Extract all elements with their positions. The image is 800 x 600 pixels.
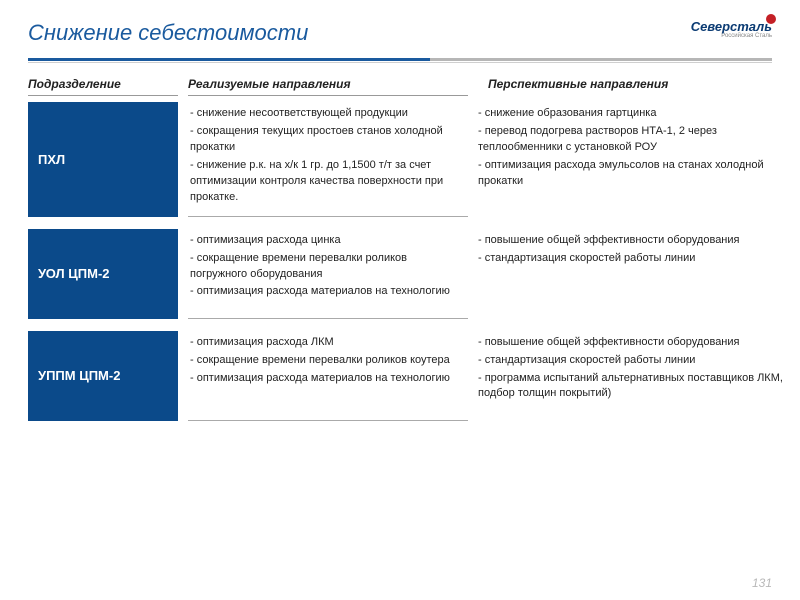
table-row: УОЛ ЦПМ-2- оптимизация расхода цинка- со… [28, 229, 786, 319]
future-directions: - повышение общей эффективности оборудов… [478, 331, 786, 421]
header-future: Перспективные направления [478, 77, 786, 96]
header-current: Реализуемые направления [188, 77, 468, 96]
brand-logo: Северсталь Российская Сталь [691, 20, 772, 39]
unit-label: УППМ ЦПМ-2 [28, 331, 178, 421]
future-directions: - снижение образования гартцинка- перево… [478, 102, 786, 217]
unit-label: УОЛ ЦПМ-2 [28, 229, 178, 319]
page-number: 131 [752, 576, 772, 590]
logo-main: Северсталь [691, 20, 772, 33]
table-row: УППМ ЦПМ-2- оптимизация расхода ЛКМ- сок… [28, 331, 786, 421]
current-directions: - снижение несоответствующей продукции- … [188, 102, 468, 217]
current-directions: - оптимизация расхода ЛКМ- сокращение вр… [188, 331, 468, 421]
future-directions: - повышение общей эффективности оборудов… [478, 229, 786, 319]
page-title: Снижение себестоимости [28, 20, 691, 46]
unit-label: ПХЛ [28, 102, 178, 217]
header-unit: Подразделение [28, 77, 178, 96]
header: Снижение себестоимости Северсталь Россий… [0, 0, 800, 54]
table-row: ПХЛ- снижение несоответствующей продукци… [28, 102, 786, 217]
content: Подразделение Реализуемые направления Пе… [0, 63, 800, 421]
current-directions: - оптимизация расхода цинка- сокращение … [188, 229, 468, 319]
rows-container: ПХЛ- снижение несоответствующей продукци… [28, 102, 786, 421]
column-headers: Подразделение Реализуемые направления Пе… [28, 77, 786, 96]
